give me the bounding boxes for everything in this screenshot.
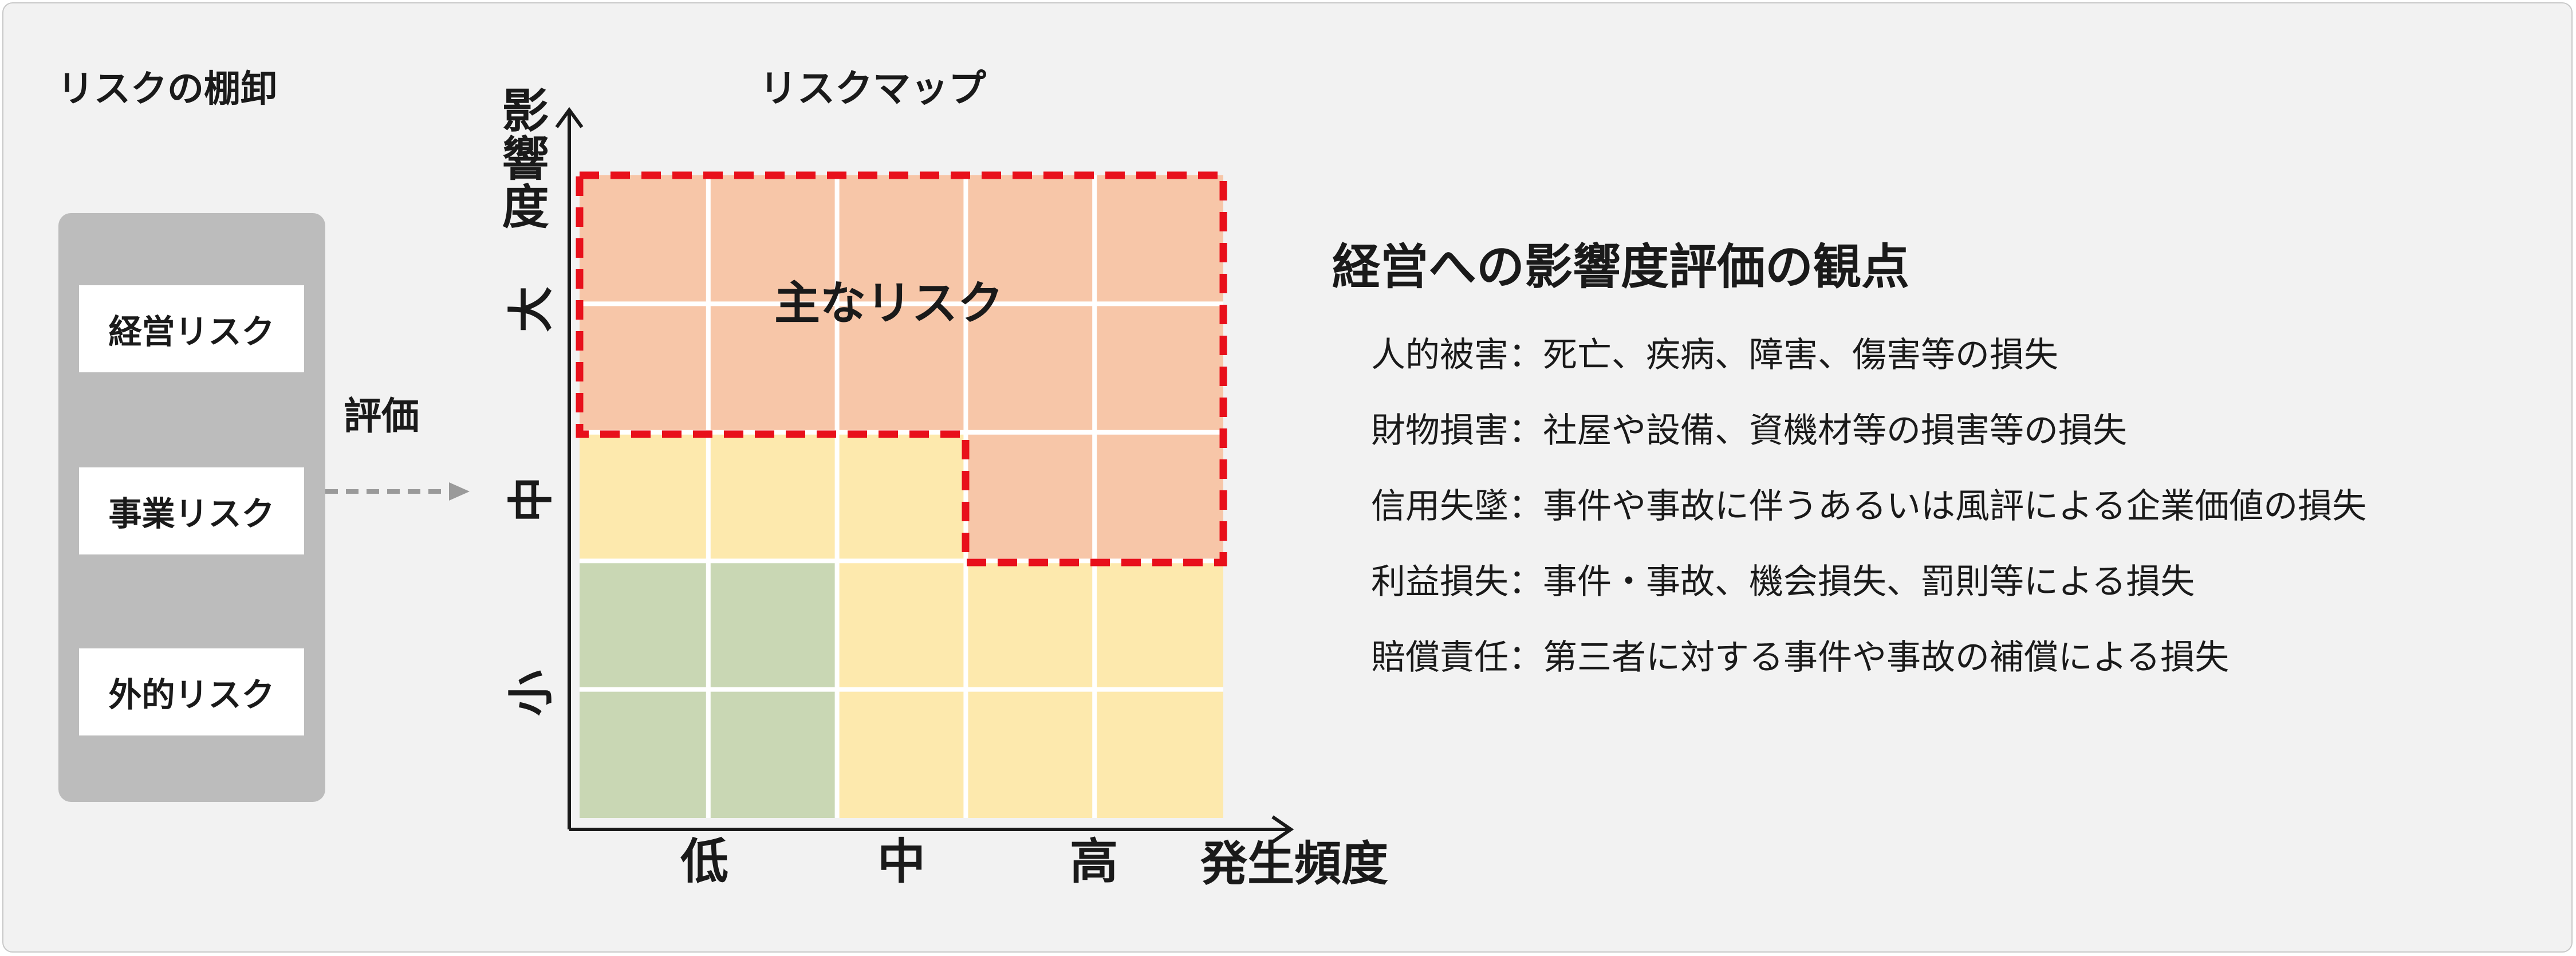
main-risk-label: 主なリスク	[774, 277, 1003, 330]
risk-cell	[708, 175, 837, 304]
risk-cell	[1094, 175, 1223, 304]
risk-cell	[966, 432, 1095, 561]
risk-cell	[966, 304, 1095, 432]
risk-cell	[1094, 432, 1223, 561]
viewpoints-title: 経営への影響度評価の観点	[1332, 239, 1910, 295]
risk-cell	[708, 304, 837, 432]
y-axis-label: 影響度	[494, 86, 548, 230]
risk-cell	[580, 432, 708, 561]
y-axis-arrowhead	[555, 107, 584, 128]
viewpoint-item: 財物損害：社屋や設備、資機材等の損害等の損失	[1371, 411, 2127, 451]
risk-map-axes	[555, 107, 1294, 844]
risk-map-cells	[580, 175, 1223, 818]
risk-cell	[1094, 304, 1223, 432]
risk-cell	[580, 561, 708, 690]
x-level-high: 高	[1070, 833, 1118, 890]
risk-map-title: リスクマップ	[759, 66, 986, 111]
risk-cell	[580, 304, 708, 432]
viewpoint-item: 利益損失：事件・事故、機会損失、罰則等による損失	[1371, 562, 2195, 602]
risk-map-grid	[580, 175, 1223, 818]
y-level-medium: 中	[505, 477, 558, 522]
risk-cell	[708, 689, 837, 818]
risk-cell	[708, 432, 837, 561]
viewpoint-item: 信用失墜：事件や事故に伴うあるいは風評による企業価値の損失	[1371, 486, 2367, 526]
viewpoint-item: 賠償責任：第三者に対する事件や事故の補償による損失	[1371, 638, 2230, 678]
x-level-low: 低	[680, 833, 729, 890]
risk-cell	[837, 304, 966, 432]
risk-cell	[837, 175, 966, 304]
risk-cell	[708, 561, 837, 690]
viewpoint-item: 人的被害：死亡、疾病、障害、傷害等の損失	[1371, 335, 2058, 375]
risk-cell	[580, 689, 708, 818]
risk-cell	[837, 689, 966, 818]
x-level-medium: 中	[877, 833, 926, 890]
evaluation-label: 評価	[344, 394, 419, 438]
risk-cell	[1094, 689, 1223, 818]
risk-cell	[966, 689, 1095, 818]
inventory-item-external: 外的リスク	[79, 648, 304, 735]
risk-cell	[966, 561, 1095, 690]
risk-cell	[837, 561, 966, 690]
risk-cell	[966, 175, 1095, 304]
risk-cell	[1094, 561, 1223, 690]
inventory-item-business: 事業リスク	[79, 467, 304, 554]
y-level-high: 大	[505, 286, 558, 332]
y-level-low: 小	[505, 670, 558, 716]
risk-cell	[837, 432, 966, 561]
risk-cell	[580, 175, 708, 304]
x-axis-arrowhead	[1271, 815, 1294, 844]
inventory-title: リスクの棚卸	[57, 68, 277, 111]
main-risk-highlight-border	[576, 171, 1227, 566]
inventory-item-management: 経営リスク	[79, 285, 304, 372]
evaluation-arrow	[325, 482, 470, 501]
x-axis-label: 発生頻度	[1200, 837, 1389, 891]
